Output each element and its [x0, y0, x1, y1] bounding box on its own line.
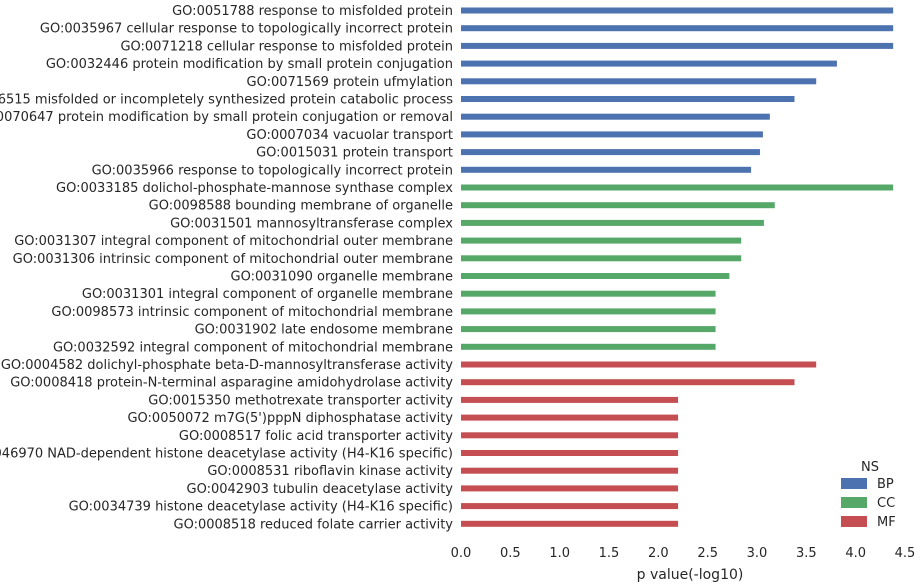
y-tick-label: GO:0071218 cellular response to misfolde…	[120, 39, 453, 54]
y-tick-label: GO:0031306 intrinsic component of mitoch…	[13, 252, 453, 267]
y-tick-label: GO:0031090 organelle membrane	[231, 270, 454, 285]
y-tick-label: GO:0032446 protein modification by small…	[46, 57, 453, 72]
y-tick-label: GO:0035966 response to topologically inc…	[92, 163, 453, 178]
x-tick-label: 1.0	[549, 546, 570, 561]
y-tick-label: GO:0050072 m7G(5')pppN diphosphatase act…	[127, 411, 453, 426]
y-tick-label: GO:0015350 methotrexate transporter acti…	[148, 393, 453, 408]
bar-mf-21	[461, 379, 795, 386]
y-tick-label: GO:0008517 folic acid transporter activi…	[179, 429, 453, 444]
x-tick-label: 4.5	[895, 546, 916, 561]
y-tick-label: GO:0034739 histone deacetylase activity …	[69, 500, 453, 515]
bar-mf-28	[461, 503, 679, 510]
y-tick-label: GO:0033185 dolichol-phosphate-mannose sy…	[56, 181, 453, 196]
y-tick-label: GO:0032592 integral component of mitocho…	[53, 340, 453, 355]
bar-cc-19	[461, 343, 716, 350]
y-tick-label: GO:0031501 mannosyltransferase complex	[170, 216, 453, 231]
y-tick-label: GO:0006515 misfolded or incompletely syn…	[0, 93, 453, 108]
y-tick-label: GO:0004582 dolichyl-phosphate beta-D-man…	[1, 358, 453, 373]
bar-cc-14	[461, 255, 742, 262]
legend-label-mf: MF	[877, 515, 896, 530]
legend-title: NS	[861, 460, 879, 475]
legend-swatch-mf	[841, 516, 867, 527]
bar-bp-9	[461, 166, 752, 173]
bar-bp-5	[461, 96, 795, 102]
y-tick-label: GO:0051788 response to misfolded protein	[172, 4, 453, 19]
x-tick-label: 4.0	[845, 546, 866, 561]
bar-mf-29	[461, 520, 679, 527]
x-axis-label: p value(-log10)	[637, 567, 744, 583]
bar-bp-7	[461, 131, 763, 138]
legend-label-cc: CC	[877, 496, 895, 511]
bar-cc-13	[461, 237, 742, 244]
x-tick-label: 3.5	[796, 546, 817, 561]
y-tick-label: GO:0008418 protein-N-terminal asparagine…	[10, 376, 453, 391]
bar-cc-10	[461, 184, 894, 191]
y-tick-label: GO:0007034 vacuolar transport	[246, 128, 453, 143]
y-tick-label: GO:0031301 integral component of organel…	[82, 287, 453, 302]
legend-swatch-cc	[841, 497, 867, 508]
y-tick-label: GO:0042903 tubulin deacetylase activity	[187, 482, 454, 497]
y-tick-labels: GO:0051788 response to misfolded protein…	[0, 4, 453, 532]
legend: NS BP CC MF	[841, 460, 896, 530]
bar-bp-6	[461, 113, 770, 120]
y-tick-label: GO:0008531 riboflavin kinase activity	[207, 464, 453, 479]
x-tick-labels: 0.0 0.5 1.0 1.5 2.0 2.5 3.0 3.5 4.0 4.5	[451, 546, 916, 561]
y-tick-label: GO:0015031 protein transport	[256, 146, 453, 161]
bar-mf-26	[461, 467, 679, 474]
y-tick-label: GO:0070647 protein modification by small…	[0, 110, 453, 125]
y-tick-label: GO:0098573 intrinsic component of mitoch…	[51, 305, 453, 320]
y-tick-label: GO:0098588 bounding membrane of organell…	[149, 199, 453, 214]
x-tick-label: 3.0	[747, 546, 768, 561]
bar-mf-27	[461, 485, 679, 492]
x-tick-label: 0.0	[451, 546, 472, 561]
bar-cc-17	[461, 308, 716, 315]
bar-cc-12	[461, 219, 764, 226]
y-tick-label: GO:0046970 NAD-dependent histone deacety…	[0, 447, 453, 462]
y-tick-label: GO:0008518 reduced folate carrier activi…	[174, 517, 454, 532]
bar-mf-25	[461, 450, 679, 456]
bar-mf-24	[461, 432, 679, 439]
bar-bp-2	[461, 42, 894, 49]
x-tick-label: 2.5	[697, 546, 718, 561]
bar-bp-1	[461, 25, 894, 32]
bar-mf-22	[461, 396, 679, 403]
bar-bp-3	[461, 60, 837, 67]
bar-bp-0	[461, 7, 894, 14]
y-tick-label: GO:0031307 integral component of mitocho…	[14, 234, 453, 249]
legend-items: BP CC MF	[841, 477, 896, 530]
y-tick-label: GO:0035967 cellular response to topologi…	[40, 22, 453, 37]
bar-mf-20	[461, 361, 817, 368]
legend-swatch-bp	[841, 478, 867, 489]
x-tick-label: 0.5	[500, 546, 521, 561]
bar-cc-18	[461, 326, 716, 333]
bars-layer	[461, 7, 894, 527]
bar-cc-15	[461, 273, 730, 279]
x-tick-label: 1.5	[599, 546, 620, 561]
bar-mf-23	[461, 414, 679, 421]
bar-cc-11	[461, 202, 775, 209]
y-tick-label: GO:0071569 protein ufmylation	[247, 75, 453, 90]
bar-cc-16	[461, 290, 716, 297]
bar-bp-8	[461, 149, 760, 156]
x-tick-label: 2.0	[648, 546, 669, 561]
y-tick-label: GO:0031902 late endosome membrane	[195, 323, 453, 338]
bar-bp-4	[461, 78, 817, 85]
legend-label-bp: BP	[877, 477, 894, 492]
